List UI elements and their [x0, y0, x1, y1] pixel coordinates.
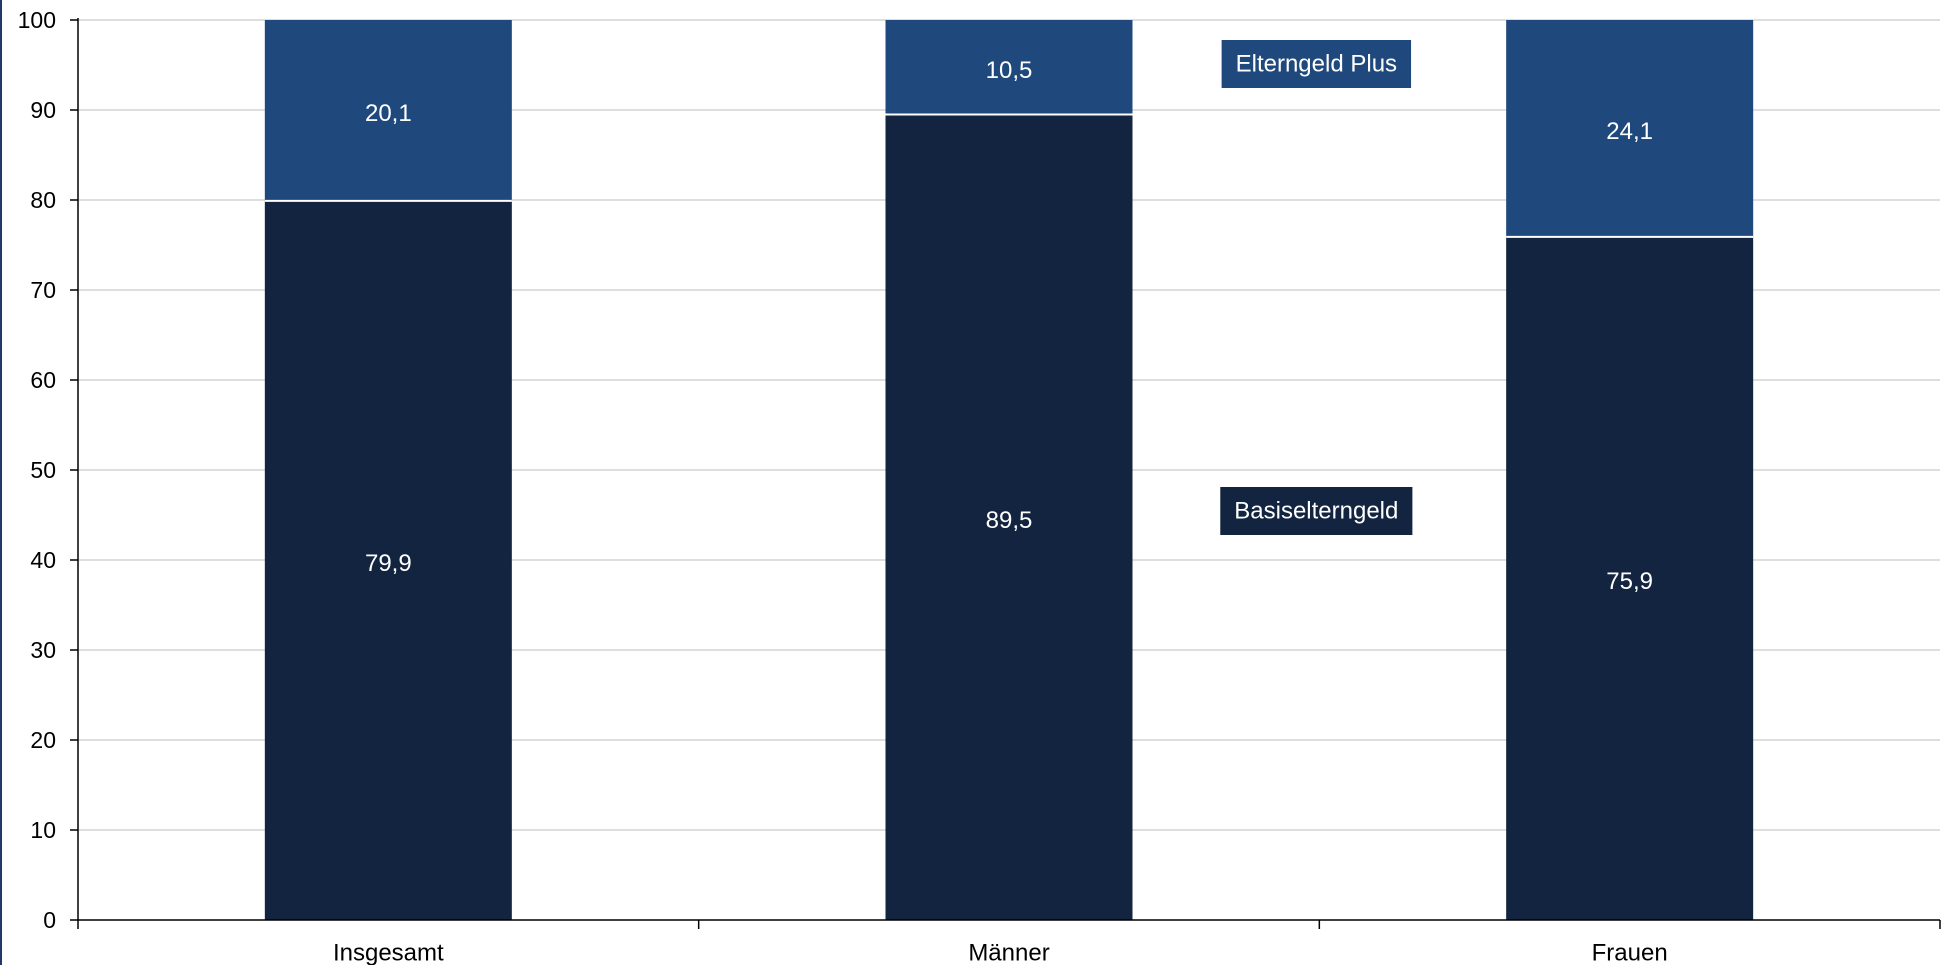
data-label: 75,9 — [1606, 568, 1653, 595]
bar-insgesamt-basiselterngeld — [264, 200, 512, 920]
x-category-label: Frauen — [1592, 940, 1668, 965]
y-tick-label-20: 20 — [30, 727, 56, 753]
bar-frauen-elterngeld-plus — [1506, 20, 1754, 237]
x-category-label: Männer — [968, 940, 1049, 965]
y-tick-label-0: 0 — [43, 907, 56, 933]
legend-label-elterngeld-plus: Elterngeld Plus — [1236, 51, 1397, 78]
data-label: 20,1 — [365, 100, 412, 127]
bar-männer-elterngeld-plus — [885, 20, 1133, 115]
data-labels: 79,9 20,1 89,5 10,5 75,9 24,1 — [365, 57, 1653, 595]
data-label: 10,5 — [986, 57, 1033, 84]
y-tick-label-80: 80 — [30, 187, 56, 213]
legend: Elterngeld Plus Basiselterngeld — [1220, 40, 1413, 535]
data-label: 24,1 — [1606, 118, 1653, 145]
legend-box-elterngeld-plus — [1221, 40, 1412, 88]
y-tick-label-50: 50 — [30, 457, 56, 483]
legend-label-basiselterngeld: Basiselterngeld — [1234, 498, 1398, 525]
bar-frauen-basiselterngeld — [1506, 236, 1754, 920]
bar-männer-basiselterngeld — [885, 114, 1133, 920]
bar-insgesamt-elterngeld-plus — [264, 20, 512, 201]
y-tick-label-70: 70 — [30, 277, 56, 303]
x-category-label: Insgesamt — [333, 940, 444, 965]
y-tick-label-90: 90 — [30, 97, 56, 123]
axes: 0 10 20 30 40 50 60 70 80 90 100 Insgesamt Männer Fra… — [18, 7, 1941, 965]
data-label: 89,5 — [986, 507, 1033, 534]
legend-box-basiselterngeld — [1220, 487, 1413, 535]
bars — [264, 20, 1754, 920]
y-tick-label-100: 100 — [18, 7, 56, 33]
left-border — [0, 0, 2, 965]
y-tick-label-60: 60 — [30, 367, 56, 393]
data-label: 79,9 — [365, 550, 412, 577]
y-tick-label-40: 40 — [30, 547, 56, 573]
y-tick-label-10: 10 — [30, 817, 56, 843]
y-tick-label-30: 30 — [30, 637, 56, 663]
